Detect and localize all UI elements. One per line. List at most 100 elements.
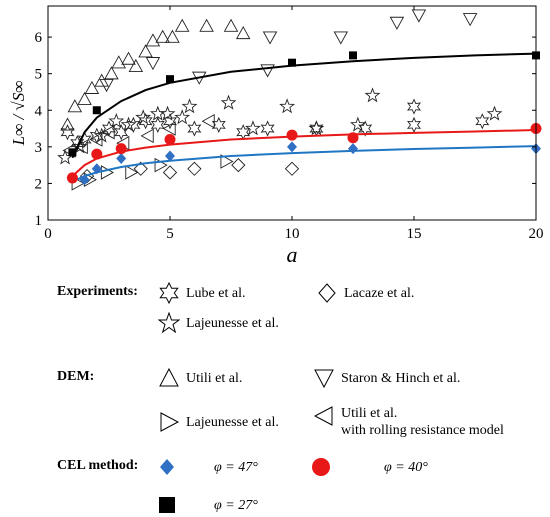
- triangle-down-marker: [462, 13, 478, 27]
- dem-heading: DEM:: [57, 369, 95, 384]
- legend-item-lajeunesse-dem: Lajeunesse et al.: [158, 411, 279, 433]
- triangle-up-marker: [67, 99, 83, 113]
- star5-marker: [108, 112, 125, 128]
- filled-diamond-marker: [116, 153, 127, 165]
- series-triangle-down: [99, 9, 478, 93]
- hexstar-marker: [60, 124, 75, 141]
- filled-diamond-icon: [160, 459, 174, 475]
- hexstar-marker: [407, 116, 421, 133]
- filled-square-marker: [166, 75, 174, 84]
- filled-diamond-marker: [91, 163, 102, 175]
- legend-label-lube: Lube et al.: [186, 285, 246, 301]
- filled-square-fit-curve: [71, 52, 537, 159]
- series-triangle-up: [60, 18, 251, 131]
- triangle-left-marker: [201, 113, 215, 129]
- legend-experiments-label: Experiments:: [57, 284, 138, 300]
- legend-label-utili: Utili et al.: [186, 370, 243, 386]
- legend-label-utili-rr-line2: with rolling resistance model: [341, 423, 504, 438]
- triangle-right-marker: [100, 165, 114, 180]
- x-tick-label: 5: [166, 226, 174, 242]
- star5-marker: [135, 109, 152, 125]
- diamond-marker: [133, 161, 148, 176]
- cel-heading: CEL method:: [57, 458, 139, 473]
- hexstar-marker: [187, 120, 202, 137]
- filled-square-marker: [288, 58, 296, 67]
- star5-marker: [308, 120, 325, 136]
- legend-cel-label: CEL method:: [57, 458, 138, 474]
- star5-marker: [120, 116, 137, 132]
- star5-marker: [174, 109, 191, 125]
- hexstar-marker: [475, 113, 490, 130]
- legend-item-phi27: φ = 27°: [156, 494, 258, 516]
- x-tick-label: 15: [407, 226, 422, 242]
- filled-circle-fit-curve: [71, 129, 537, 177]
- star5-marker: [364, 87, 381, 103]
- filled-square-icon: [159, 497, 175, 513]
- star5-marker: [181, 98, 198, 114]
- legend-label-lajeunesse-exp: Lajeunesse et al.: [186, 315, 279, 331]
- triangle-down-marker: [260, 64, 275, 78]
- legend-label-utili-rr-line1: Utili et al.: [341, 406, 398, 421]
- diamond-icon: [318, 283, 336, 303]
- x-axis-label: a: [287, 242, 298, 267]
- legend-item-phi40: φ = 40°: [308, 454, 428, 480]
- triangle-down-marker: [333, 31, 349, 45]
- triangle-up-marker: [145, 33, 161, 47]
- hexstar-marker: [407, 98, 421, 115]
- legend-item-phi47: φ = 47°: [156, 456, 258, 478]
- legend-label-staron: Staron & Hinch et al.: [341, 370, 461, 386]
- filled-square-marker: [349, 51, 357, 60]
- star5-marker: [245, 120, 261, 136]
- triangle-left-icon: [313, 406, 333, 426]
- diamond-marker: [284, 161, 300, 176]
- star5-marker: [159, 105, 176, 121]
- legend-label-lacaze: Lacaze et al.: [344, 285, 415, 301]
- triangle-up-marker: [199, 18, 214, 32]
- triangle-up-marker: [94, 73, 109, 87]
- triangle-down-marker: [145, 57, 161, 71]
- triangle-left-marker: [101, 124, 115, 140]
- triangle-up-marker: [138, 44, 153, 58]
- triangle-down-icon: [314, 369, 334, 389]
- triangle-up-marker: [223, 18, 239, 32]
- y-axis-label: L∞ / √S∞: [9, 81, 28, 147]
- diamond-marker: [187, 161, 202, 176]
- diamond-marker: [231, 157, 246, 173]
- triangle-left-marker: [140, 128, 154, 144]
- chart-ticks: 0 5 10 15 20 1 2 3 4 5 6: [35, 6, 544, 242]
- star5-marker: [220, 94, 237, 110]
- filled-square-marker: [68, 148, 77, 157]
- triangle-down-marker: [262, 31, 278, 45]
- triangle-up-marker: [104, 66, 119, 80]
- triangle-left-marker: [74, 139, 88, 155]
- legend-item-lacaze: Lacaze et al.: [316, 282, 414, 304]
- y-tick-label: 4: [35, 103, 43, 119]
- filled-circle-icon: [312, 458, 330, 476]
- triangle-down-marker: [389, 16, 405, 30]
- x-tick-label: 0: [44, 226, 52, 242]
- series-diamond: [79, 157, 300, 184]
- experiments-heading: Experiments:: [57, 284, 138, 299]
- triangle-up-marker: [165, 29, 180, 43]
- triangle-up-marker: [174, 18, 190, 32]
- y-tick-label: 5: [35, 67, 43, 83]
- triangle-up-icon: [159, 367, 179, 387]
- series-filled-circle: [66, 123, 542, 184]
- filled-circle-marker: [66, 172, 78, 184]
- y-tick-label: 2: [35, 176, 43, 192]
- series-hexstar: [60, 98, 490, 152]
- x-tick-label: 20: [529, 226, 544, 242]
- legend-label-lajeunesse-dem: Lajeunesse et al.: [186, 414, 279, 430]
- legend-label-utili-rr: Utili et al. with rolling resistance mod…: [341, 405, 504, 439]
- triangle-right-icon: [160, 412, 180, 432]
- triangle-up-marker: [111, 55, 127, 69]
- plot-frame: [47, 5, 537, 221]
- hexstar-marker: [70, 135, 85, 152]
- triangle-left-marker: [162, 121, 176, 136]
- filled-circle-marker: [286, 129, 298, 141]
- triangle-down-marker: [411, 9, 427, 23]
- triangle-up-marker: [121, 51, 136, 65]
- filled-circle-marker: [115, 143, 127, 155]
- triangle-up-marker: [235, 26, 251, 40]
- triangle-down-marker: [99, 78, 114, 93]
